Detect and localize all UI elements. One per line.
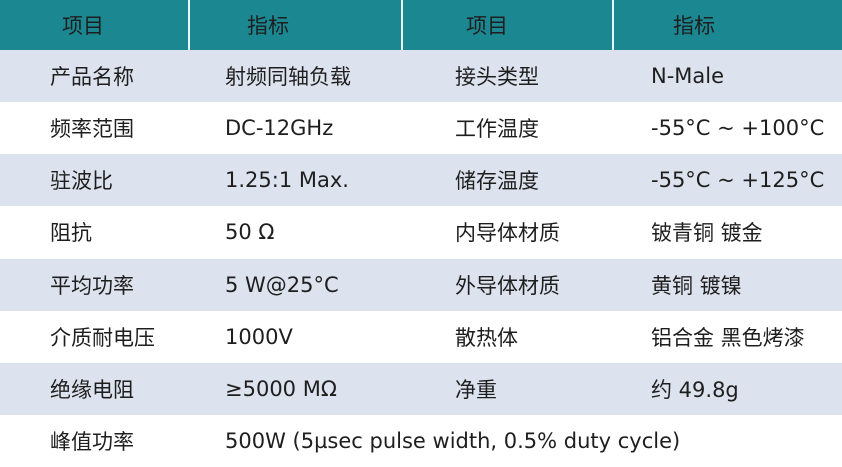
table-cell: 散热体	[455, 325, 518, 350]
table-row: 介质耐电压 1000V 散热体 铝合金 黑色烤漆	[0, 310, 842, 363]
table-cell: 内导体材质	[455, 221, 560, 246]
table-cell: 铍青铜 镀金	[651, 221, 763, 246]
table-cell: 净重	[455, 377, 497, 402]
table-cell: 阻抗	[50, 221, 92, 246]
table-cell: 工作温度	[455, 117, 539, 142]
table-cell: 驻波比	[50, 169, 113, 194]
table-cell: 绝缘电阻	[50, 377, 134, 402]
table-row: 绝缘电阻 ≥5000 MΩ 净重 约 49.8g	[0, 362, 842, 415]
table-row: 阻抗 50 Ω 内导体材质 铍青铜 镀金	[0, 206, 842, 259]
table-cell: DC-12GHz	[225, 116, 334, 141]
table-cell: 接头类型	[455, 65, 539, 90]
table-cell: -55°C ~ +125°C	[651, 168, 825, 193]
table-row: 峰值功率 500W (5µsec pulse width, 0.5% duty c…	[0, 414, 842, 467]
header-cell: 指标	[673, 14, 715, 38]
table-cell: 1.25:1 Max.	[225, 168, 349, 193]
table-cell: 1000V	[225, 324, 293, 349]
table-cell: ≥5000 MΩ	[225, 376, 337, 401]
table-cell: N-Male	[651, 64, 725, 89]
table-cell: -55°C ~ +100°C	[651, 116, 825, 141]
header-row: 项目 指标 项目 指标	[0, 0, 842, 50]
table-row: 平均功率 5 W@25°C 外导体材质 黄铜 镀镍	[0, 258, 842, 311]
table-cell: 5 W@25°C	[225, 272, 339, 297]
table-cell: 500W (5µsec pulse width, 0.5% duty cycle…	[225, 428, 681, 453]
table-cell: 约 49.8g	[651, 377, 739, 402]
table-cell: 黄铜 镀镍	[651, 273, 742, 298]
header-cell: 指标	[190, 0, 403, 50]
table-cell: 储存温度	[455, 169, 539, 194]
table-cell: 射频同轴负载	[225, 65, 351, 90]
table-cell: 铝合金 黑色烤漆	[651, 325, 805, 350]
table-cell: 50 Ω	[225, 220, 275, 245]
header-cell: 项目	[0, 0, 190, 50]
table-row: 频率范围 DC-12GHz 工作温度 -55°C ~ +100°C	[0, 102, 842, 155]
table-cell: 介质耐电压	[50, 325, 155, 350]
table-cell: 峰值功率	[50, 429, 134, 454]
table-row: 产品名称 射频同轴负载 接头类型 N-Male	[0, 50, 842, 103]
table-cell: 外导体材质	[455, 273, 560, 298]
table-cell: 产品名称	[50, 65, 134, 90]
table-cell: 平均功率	[50, 273, 134, 298]
table-row: 驻波比 1.25:1 Max. 储存温度 -55°C ~ +125°C	[0, 154, 842, 207]
table-cell: 频率范围	[50, 117, 134, 142]
header-cell: 项目	[403, 0, 614, 50]
